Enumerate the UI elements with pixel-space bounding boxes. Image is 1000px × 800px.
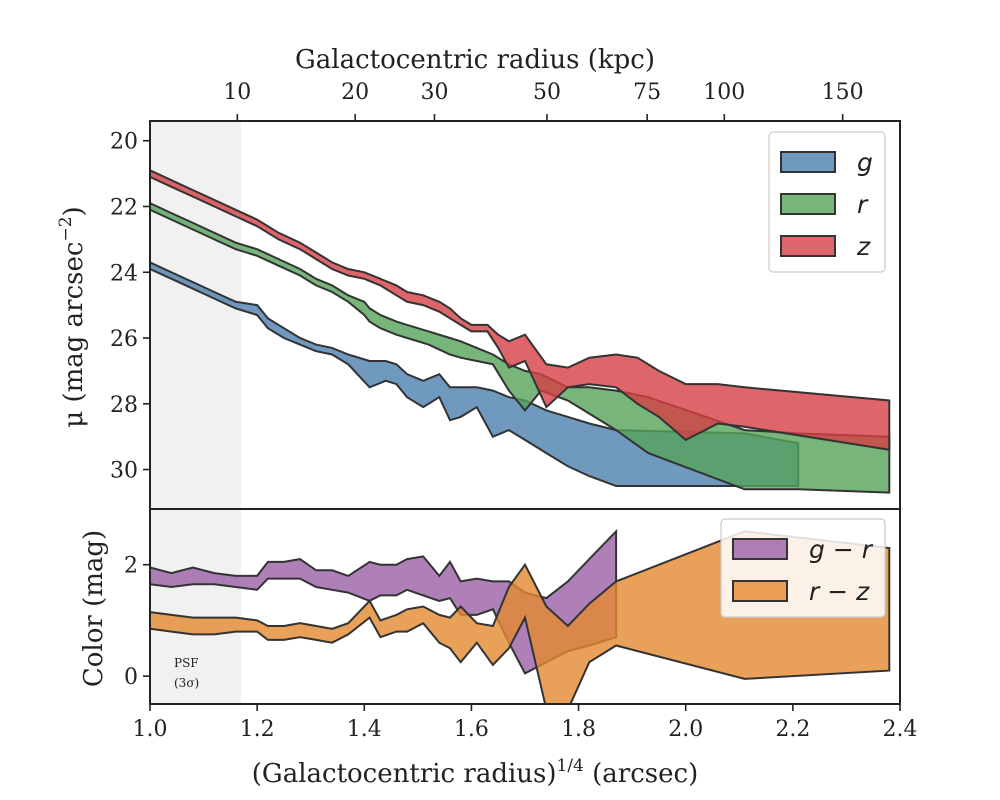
legend-label: r − z: [809, 577, 870, 606]
top-ytick-label: 20: [110, 130, 138, 155]
legend-label: z: [856, 232, 871, 261]
band-z: [150, 169, 891, 451]
legend-label-part: r: [854, 535, 874, 564]
legend-label-minus: −: [827, 577, 848, 606]
psf-region-top: [150, 121, 242, 509]
top-ytick-label: 28: [110, 393, 138, 418]
legend-label: r: [857, 190, 869, 219]
legend-swatch: [780, 193, 836, 215]
surface-brightness-band-z: [150, 169, 891, 451]
top-ytick-label: 30: [110, 459, 138, 484]
xtick-label: 1.2: [240, 717, 275, 742]
kpc-tick-label: 10: [223, 80, 251, 105]
x-axis-title-suffix: (arcsec): [584, 759, 698, 789]
x-axis-title-superscript: 1/4: [557, 756, 584, 776]
xtick-label: 1.4: [347, 717, 382, 742]
psf-label: PSF: [174, 656, 199, 670]
legend-label-part: r: [809, 577, 827, 606]
legend-label-minus: −: [833, 535, 854, 564]
bottom-y-axis-title: Color (mag): [79, 530, 109, 687]
legend-swatch: [732, 580, 788, 602]
color-band-r−z: [150, 530, 891, 704]
x-axis-title: (Galactocentric radius)1/4 (arcsec): [252, 756, 698, 789]
legend-label: g: [857, 148, 873, 177]
kpc-tick-label: 150: [822, 80, 864, 105]
top-y-axis-title-suffix: ): [59, 206, 89, 216]
top-ytick-label: 26: [110, 327, 138, 352]
bottom-ytick-label: 0: [124, 665, 138, 690]
top-y-axis-title-main: μ (mag arcsec: [59, 242, 89, 428]
legend-label-part: z: [848, 577, 870, 606]
psf-region-bottom: [150, 509, 242, 704]
xtick-label: 1.6: [454, 717, 489, 742]
xtick-label: 2.0: [668, 717, 703, 742]
x-axis-title-main: (Galactocentric radius): [252, 759, 557, 789]
kpc-tick-label: 100: [703, 80, 745, 105]
band-r−z: [150, 530, 891, 704]
psf-sublabel: (3σ): [174, 676, 199, 690]
top-ytick-label: 24: [110, 261, 138, 286]
legend-swatch: [732, 538, 788, 560]
surface-brightness-legend: grz: [768, 131, 886, 273]
xtick-label: 2.2: [775, 717, 810, 742]
top-y-axis-title-superscript: −2: [56, 216, 76, 241]
legend-label: g − r: [809, 535, 874, 564]
legend-swatch: [780, 151, 836, 173]
xtick-label: 1.0: [133, 717, 168, 742]
color-legend: g − rr − z: [720, 518, 886, 618]
xtick-label: 2.4: [883, 717, 918, 742]
bottom-panel-frame: [149, 508, 901, 705]
kpc-tick-label: 50: [533, 80, 561, 105]
legend-swatch: [780, 235, 836, 257]
xtick-label: 1.8: [561, 717, 596, 742]
top-axis-title: Galactocentric radius (kpc): [295, 45, 655, 75]
kpc-tick-label: 20: [341, 80, 369, 105]
top-ytick-label: 22: [110, 195, 138, 220]
kpc-tick-label: 75: [633, 80, 661, 105]
bottom-ytick-label: 2: [124, 554, 138, 579]
kpc-tick-label: 30: [420, 80, 448, 105]
top-y-axis-title: μ (mag arcsec−2): [56, 206, 89, 427]
legend-label-part: g: [809, 535, 833, 564]
